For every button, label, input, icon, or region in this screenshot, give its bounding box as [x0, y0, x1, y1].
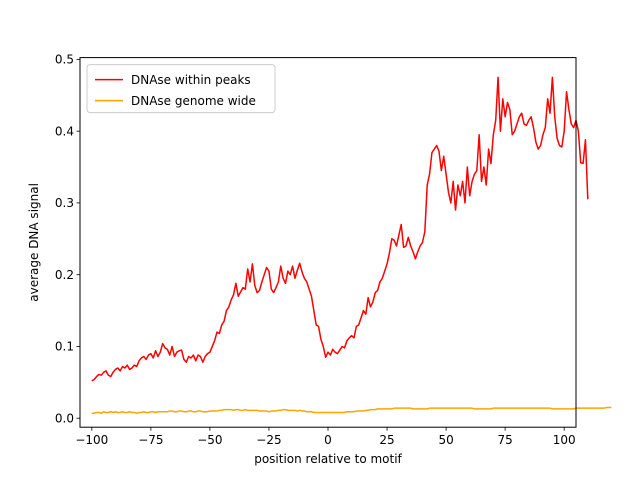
- y-tick-label: 0.0: [55, 411, 74, 425]
- x-tick-label: 0: [324, 433, 332, 447]
- x-tick-label: 75: [498, 433, 513, 447]
- y-axis-label: average DNA signal: [27, 183, 41, 302]
- legend-box: [86, 64, 276, 114]
- y-axis-ticks: 0.0 0.1 0.2 0.3 0.4 0.5: [55, 53, 80, 425]
- x-axis-label: position relative to motif: [254, 452, 402, 466]
- series-line-dnase-genome-wide: [91, 406, 612, 414]
- x-tick-label: −75: [138, 433, 163, 447]
- x-tick-label: 25: [379, 433, 394, 447]
- y-tick-label: 0.5: [55, 53, 74, 67]
- series-layer: [91, 76, 612, 414]
- x-tick-label: −50: [197, 433, 222, 447]
- x-tick-label: 100: [553, 433, 576, 447]
- legend-label-dnase-within-peaks: DNAse within peaks: [131, 73, 251, 87]
- legend-label-dnase-genome-wide: DNAse genome wide: [131, 94, 256, 108]
- x-tick-label: −25: [256, 433, 281, 447]
- y-tick-label: 0.1: [55, 340, 74, 354]
- series-line-dnase-within-peaks: [91, 76, 589, 382]
- y-tick-label: 0.3: [55, 196, 74, 210]
- y-tick-label: 0.4: [55, 124, 74, 138]
- plot-area: [80, 57, 576, 428]
- legend: DNAse within peaks DNAse genome wide: [86, 64, 276, 114]
- x-tick-label: 50: [438, 433, 453, 447]
- x-tick-label: −100: [75, 433, 108, 447]
- y-tick-label: 0.2: [55, 268, 74, 282]
- x-axis-ticks: −100 −75 −50 −25 0 25 50 75 100: [75, 427, 576, 447]
